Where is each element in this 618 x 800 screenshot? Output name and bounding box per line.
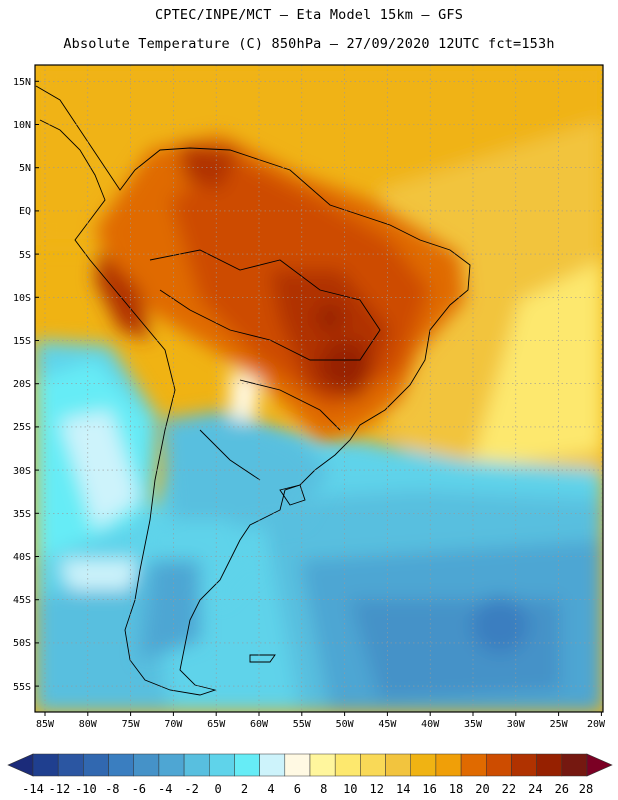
colorbar-label: 16: [422, 782, 436, 796]
colorbar-label: 28: [579, 782, 593, 796]
colorbar-label: -14: [22, 782, 44, 796]
colorbar-label: 24: [528, 782, 542, 796]
colorbar-box: [486, 753, 512, 777]
lon-label: 55W: [293, 719, 312, 730]
colorbar-box: [32, 753, 59, 777]
graticule: [35, 65, 603, 712]
colorbar-box: [284, 753, 311, 777]
lat-label: 15N: [13, 77, 31, 88]
colorbar-label: 8: [320, 782, 327, 796]
colorbar-boxes: [32, 753, 588, 777]
lon-label: 30W: [507, 719, 526, 730]
lon-ticks: [44, 712, 602, 716]
colorbar-label: 6: [294, 782, 301, 796]
colorbar-box: [158, 753, 185, 777]
colorbar-label: 0: [214, 782, 221, 796]
lat-label: 15S: [13, 336, 31, 347]
title-line-2: Absolute Temperature (C) 850hPa – 27/09/…: [63, 36, 555, 52]
colorbar-box: [108, 753, 134, 777]
lon-label: 50W: [336, 719, 355, 730]
colorbar-label: 26: [555, 782, 569, 796]
lat-label: 25S: [13, 422, 31, 433]
lon-label: 75W: [122, 719, 141, 730]
lon-labels: 85W 80W 75W 70W 65W 60W 55W 50W 45W 40W …: [36, 719, 606, 730]
lat-label: 40S: [13, 552, 31, 563]
lon-label: 20W: [587, 719, 606, 730]
colorbar-box: [410, 753, 437, 777]
colorbar-box: [460, 753, 487, 777]
lat-label: 5S: [19, 250, 31, 261]
colorbar-under-arrow: [7, 753, 34, 777]
colorbar-box: [360, 753, 386, 777]
lat-label: 50S: [13, 638, 31, 649]
colorbar-box: [183, 753, 210, 777]
colorbar-label: 22: [502, 782, 516, 796]
temperature-field: [35, 65, 603, 712]
colorbar-box: [259, 753, 286, 777]
colorbar-over-arrow: [586, 753, 613, 777]
colorbar-label: 4: [267, 782, 274, 796]
lon-label: 60W: [250, 719, 269, 730]
colorbar-label: -6: [132, 782, 146, 796]
colorbar-label: -10: [75, 782, 97, 796]
colorbar-box: [435, 753, 462, 777]
lat-label: 5N: [19, 163, 31, 174]
lat-label: 30S: [13, 466, 31, 477]
colorbar-box: [57, 753, 84, 777]
lon-label: 65W: [207, 719, 226, 730]
lat-ticks: [35, 80, 39, 687]
lat-label: EQ: [19, 206, 31, 217]
lat-labels: 15N 10N 5N EQ 5S 10S 15S 20S 25S 30S 35S…: [13, 77, 31, 693]
colorbar-box: [536, 753, 563, 777]
colorbar-box: [209, 753, 235, 777]
colorbar-labels: -14 -12 -10 -8 -6 -4 -2 0 2 4 6 8 10 12 …: [22, 782, 593, 796]
colorbar-label: 20: [475, 782, 489, 796]
lon-label: 70W: [164, 719, 183, 730]
colorbar-label: 14: [396, 782, 410, 796]
colorbar-label: -8: [105, 782, 119, 796]
lon-label: 45W: [378, 719, 397, 730]
colorbar-box: [133, 753, 160, 777]
lon-label: 40W: [421, 719, 440, 730]
lon-label: 25W: [550, 719, 569, 730]
colorbar-box: [309, 753, 336, 777]
title-line-1: CPTEC/INPE/MCT – Eta Model 15km – GFS: [154, 7, 464, 23]
colorbar-label: -2: [184, 782, 198, 796]
lat-label: 10N: [13, 120, 31, 131]
colorbar: -14 -12 -10 -8 -6 -4 -2 0 2 4 6 8 10 12 …: [7, 753, 613, 796]
colorbar-label: 2: [241, 782, 248, 796]
colorbar-label: -12: [49, 782, 71, 796]
lat-label: 10S: [13, 293, 31, 304]
lon-label: 80W: [79, 719, 98, 730]
colorbar-label: 10: [343, 782, 357, 796]
colorbar-box: [385, 753, 411, 777]
colorbar-box: [234, 753, 260, 777]
map-frame: [34, 64, 604, 713]
coastlines: [35, 85, 471, 696]
colorbar-label: 12: [369, 782, 383, 796]
colorbar-label: -4: [158, 782, 172, 796]
colorbar-box: [334, 753, 361, 777]
colorbar-label: 18: [449, 782, 463, 796]
colorbar-box: [511, 753, 537, 777]
lat-label: 35S: [13, 509, 31, 520]
colorbar-box: [83, 753, 109, 777]
lat-label: 55S: [13, 682, 31, 693]
lon-label: 35W: [464, 719, 483, 730]
lat-label: 45S: [13, 595, 31, 606]
lat-label: 20S: [13, 379, 31, 390]
colorbar-box: [561, 753, 588, 777]
lon-label: 85W: [36, 719, 55, 730]
